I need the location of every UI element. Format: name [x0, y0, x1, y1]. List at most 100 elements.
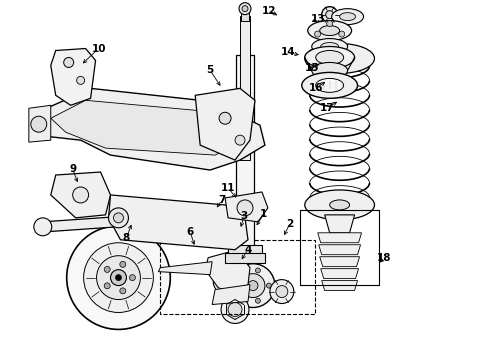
Ellipse shape	[330, 54, 349, 63]
Bar	[160, 240, 315, 315]
Circle shape	[237, 200, 253, 216]
Ellipse shape	[305, 44, 374, 73]
Polygon shape	[318, 233, 362, 243]
Circle shape	[315, 31, 320, 37]
Text: 3: 3	[241, 211, 247, 221]
Ellipse shape	[340, 13, 356, 21]
Text: 6: 6	[187, 227, 194, 237]
Bar	[228, 245, 262, 257]
Circle shape	[241, 274, 265, 298]
Polygon shape	[205, 252, 250, 294]
Ellipse shape	[316, 50, 343, 64]
Ellipse shape	[312, 62, 347, 78]
Circle shape	[228, 302, 242, 316]
Ellipse shape	[302, 72, 358, 98]
Text: 14: 14	[280, 48, 295, 58]
Bar	[225, 253, 265, 263]
Circle shape	[276, 285, 288, 298]
Circle shape	[242, 6, 248, 12]
Circle shape	[326, 11, 334, 19]
Ellipse shape	[321, 42, 339, 50]
Text: 9: 9	[69, 164, 76, 174]
Polygon shape	[51, 172, 111, 218]
Circle shape	[235, 135, 245, 145]
Text: 7: 7	[219, 195, 226, 205]
Circle shape	[73, 187, 89, 203]
Text: 16: 16	[309, 84, 323, 93]
Text: 5: 5	[206, 66, 214, 76]
Circle shape	[221, 296, 249, 323]
Bar	[240, 15, 250, 160]
Circle shape	[129, 275, 135, 280]
Polygon shape	[318, 245, 361, 255]
Circle shape	[255, 298, 260, 303]
Circle shape	[322, 7, 338, 23]
Ellipse shape	[308, 21, 352, 41]
Polygon shape	[158, 262, 212, 275]
Ellipse shape	[220, 275, 236, 290]
Circle shape	[231, 264, 275, 307]
Circle shape	[76, 76, 85, 84]
Text: 4: 4	[245, 245, 252, 255]
Circle shape	[267, 283, 271, 288]
Circle shape	[339, 31, 345, 37]
Ellipse shape	[316, 78, 343, 92]
Circle shape	[219, 112, 231, 124]
Ellipse shape	[312, 39, 347, 54]
Circle shape	[255, 268, 260, 273]
Polygon shape	[319, 257, 360, 267]
Bar	[236, 55, 254, 250]
Ellipse shape	[213, 270, 243, 296]
Polygon shape	[322, 280, 358, 291]
Circle shape	[97, 256, 141, 300]
Circle shape	[270, 280, 294, 303]
Circle shape	[111, 270, 126, 285]
Circle shape	[238, 274, 243, 279]
Text: 10: 10	[91, 44, 106, 54]
Ellipse shape	[332, 9, 364, 24]
Circle shape	[327, 21, 333, 27]
Text: 8: 8	[123, 233, 130, 243]
Text: 1: 1	[260, 209, 268, 219]
Circle shape	[120, 288, 126, 294]
Circle shape	[248, 280, 258, 291]
Text: 11: 11	[221, 183, 235, 193]
Circle shape	[116, 275, 122, 280]
Circle shape	[31, 116, 47, 132]
Ellipse shape	[330, 200, 349, 210]
Circle shape	[120, 261, 126, 267]
Bar	[300, 210, 379, 285]
Polygon shape	[225, 192, 268, 222]
Polygon shape	[29, 105, 51, 142]
Polygon shape	[31, 88, 265, 170]
Text: 2: 2	[286, 219, 294, 229]
Ellipse shape	[319, 26, 340, 36]
Circle shape	[238, 292, 243, 297]
Polygon shape	[325, 215, 355, 233]
Circle shape	[64, 58, 74, 67]
Circle shape	[67, 226, 171, 329]
Circle shape	[114, 213, 123, 223]
Circle shape	[239, 3, 251, 15]
Polygon shape	[108, 195, 248, 250]
Circle shape	[84, 243, 153, 312]
Polygon shape	[212, 285, 250, 305]
Polygon shape	[321, 269, 359, 279]
Polygon shape	[51, 49, 96, 105]
Polygon shape	[195, 88, 255, 160]
Circle shape	[34, 218, 52, 236]
Text: 18: 18	[377, 253, 392, 263]
Text: 15: 15	[304, 63, 319, 73]
Circle shape	[209, 208, 223, 222]
Circle shape	[108, 208, 128, 228]
Polygon shape	[43, 210, 218, 232]
Ellipse shape	[305, 190, 374, 220]
Text: 17: 17	[319, 103, 334, 113]
Polygon shape	[51, 100, 250, 155]
Circle shape	[104, 266, 110, 273]
Text: 13: 13	[311, 14, 325, 24]
Text: 12: 12	[262, 6, 276, 15]
Ellipse shape	[305, 46, 355, 68]
Circle shape	[104, 283, 110, 289]
Bar	[241, 9, 249, 21]
